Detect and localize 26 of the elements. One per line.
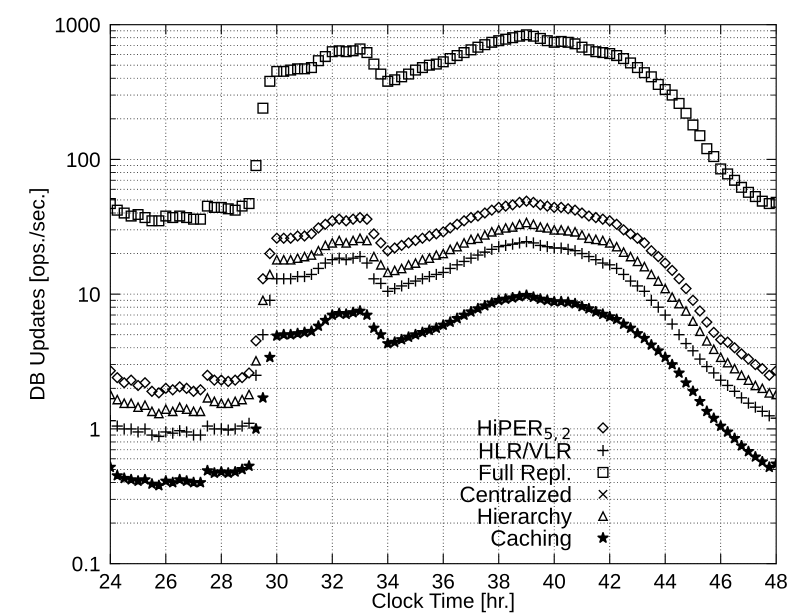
legend-label: Caching [492, 530, 570, 550]
x-tick-label: 36 [432, 574, 454, 589]
legend-label: HiPER$_{5,2}$ [478, 419, 570, 441]
y-tick-label: 0.1 [72, 556, 100, 572]
legend-label: Hierarchy [478, 508, 572, 528]
y-tick-label: 10 [79, 287, 100, 302]
legend-label: Centralized [460, 486, 570, 502]
legend-label: HLR/VLR [480, 442, 571, 459]
x-tick-label: 40 [543, 574, 565, 589]
y-tick-label: 1 [90, 422, 100, 436]
x-tick-label: 28 [210, 574, 232, 589]
x-tick-label: 38 [488, 574, 510, 589]
x-tick-label: 26 [155, 574, 176, 589]
y-axis-title: DB Updates [ops./sec.] [29, 189, 49, 399]
y-tick-label: 1000 [56, 18, 100, 32]
x-tick-label: 44 [654, 574, 676, 588]
x-tick-label: 42 [598, 574, 620, 588]
x-tick-label: 32 [321, 574, 343, 589]
y-tick-label: 100 [67, 152, 100, 168]
x-tick-label: 48 [765, 574, 787, 589]
x-tick-label: 34 [376, 574, 399, 589]
x-tick-label: 30 [266, 574, 288, 589]
x-axis-title: Clock Time [hr.] [372, 592, 514, 612]
x-tick-label: 46 [710, 574, 732, 589]
legend-label: Full Repl. [480, 464, 570, 485]
x-tick-label: 24 [100, 574, 122, 588]
